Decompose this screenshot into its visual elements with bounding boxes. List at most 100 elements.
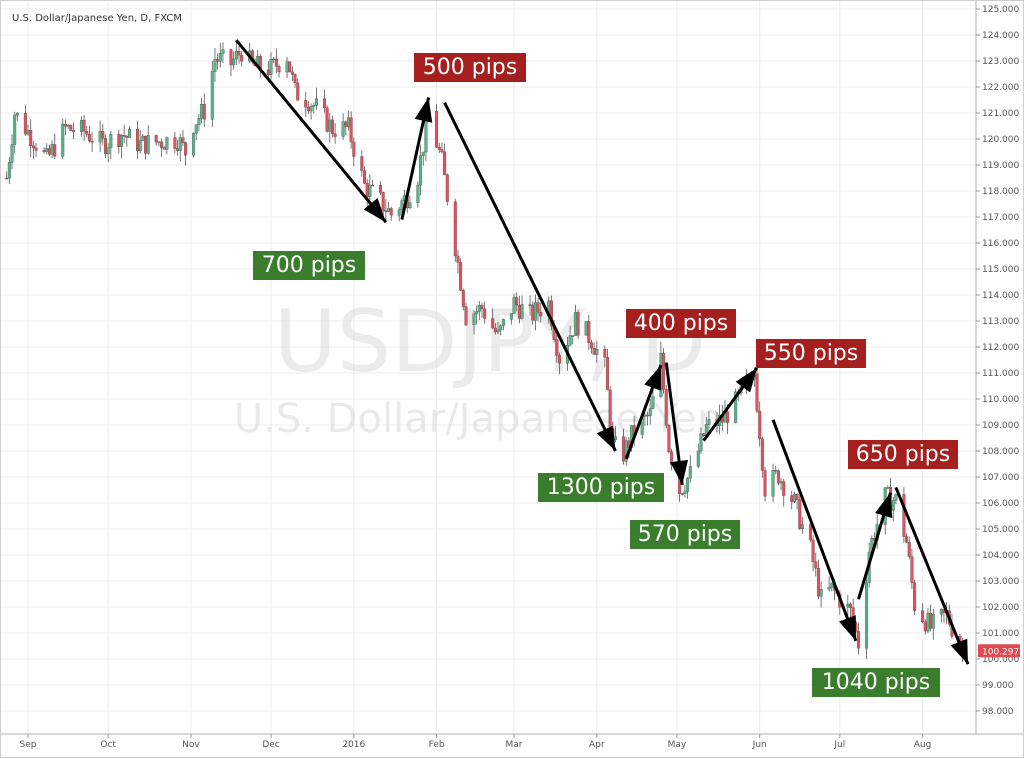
x-tick-label: Aug	[914, 740, 932, 750]
candle-body	[926, 612, 930, 632]
candle-body	[232, 58, 236, 66]
candle-body	[480, 305, 484, 310]
candle-body	[646, 414, 650, 417]
candle-body	[608, 389, 612, 429]
candle-body	[379, 184, 383, 193]
x-axis-ticks[interactable]: Sep Oct Nov Dec 2016 Feb Mar Apr May Jun Jul Aug	[20, 734, 932, 750]
candle-body	[365, 183, 369, 197]
candle-body	[443, 151, 447, 175]
candle-body	[854, 622, 858, 632]
x-tick-label: Apr	[589, 740, 605, 750]
candle-body	[782, 481, 786, 496]
candle-body	[501, 319, 505, 326]
y-tick-label: 113.000	[982, 317, 1019, 327]
candle-body	[122, 134, 126, 137]
current-price-tag-bg	[978, 644, 1020, 658]
y-tick-label: 100.000	[982, 655, 1019, 665]
candle-body	[344, 121, 348, 127]
grid	[0, 0, 976, 734]
candle-body	[184, 142, 188, 156]
candle-body	[910, 556, 914, 583]
candle-body	[886, 487, 890, 489]
candle-body	[894, 494, 898, 501]
candle-body	[464, 306, 468, 326]
candle-body	[10, 144, 14, 163]
candle-body	[643, 414, 647, 417]
candle-body	[453, 201, 457, 257]
y-tick-label: 99.000	[982, 681, 1014, 691]
y-tick-label: 125.000	[982, 5, 1019, 15]
candle-body	[346, 117, 350, 127]
y-axis-ticks[interactable]: 98.000 99.000 100.000 101.000 102.000 103.000…	[976, 5, 1019, 717]
candle-body	[774, 470, 778, 472]
candle-body	[216, 59, 220, 62]
candle-body	[144, 135, 148, 154]
pips-label-bg	[538, 473, 664, 502]
candle-body	[325, 107, 329, 132]
candle-body	[7, 162, 11, 179]
candle-body	[296, 82, 300, 101]
candle-body	[173, 137, 177, 149]
candle-body	[50, 144, 54, 155]
candle-body	[352, 141, 356, 157]
candle-body	[670, 451, 674, 465]
candle-body	[119, 134, 123, 148]
candle-body	[440, 149, 444, 153]
candle-body	[680, 493, 684, 495]
candle-body	[531, 304, 535, 321]
candle-body	[285, 61, 289, 73]
candle-body	[66, 125, 70, 127]
y-tick-label: 107.000	[982, 473, 1019, 483]
candle-body	[571, 335, 575, 337]
candle-body	[194, 124, 198, 134]
candle-body	[555, 339, 559, 356]
candle-body	[61, 123, 65, 157]
candle-body	[763, 470, 767, 497]
pips-label: 700 pips	[262, 253, 357, 278]
candle-body	[154, 135, 158, 143]
candle-body	[384, 210, 388, 212]
candle-body	[792, 494, 796, 502]
candle-body	[424, 116, 428, 153]
candle-body	[162, 147, 166, 150]
pips-label-bg	[756, 339, 866, 368]
watermark-name: U.S. Dollar/Japanese Yen	[234, 396, 722, 442]
candle-body	[758, 410, 762, 439]
candle-body	[312, 105, 316, 107]
y-tick-label: 116.000	[982, 239, 1019, 249]
y-tick-label: 109.000	[982, 421, 1019, 431]
candle-body	[42, 150, 46, 152]
candle-body	[483, 308, 487, 319]
trend-arrow	[624, 364, 663, 460]
candle-body	[23, 112, 27, 135]
candle-body	[592, 347, 596, 355]
candle-body	[69, 125, 73, 131]
candle-body	[160, 141, 164, 148]
candle-body	[445, 174, 449, 202]
y-tick-label: 124.000	[982, 31, 1019, 41]
candle-body	[686, 477, 690, 492]
y-tick-label: 103.000	[982, 577, 1019, 587]
candle-body	[266, 69, 270, 75]
x-tick-label: Oct	[100, 740, 116, 750]
y-tick-label: 119.000	[982, 161, 1019, 171]
candle-body	[477, 305, 481, 312]
candle-body	[293, 74, 297, 84]
candle-body	[509, 313, 513, 320]
candle-body	[85, 131, 89, 135]
candle-body	[101, 131, 105, 139]
candle-body	[90, 140, 94, 143]
candle-body	[98, 131, 102, 143]
candle-body	[605, 357, 609, 391]
x-tick-label: Feb	[429, 740, 445, 750]
pips-label-bg	[253, 251, 365, 280]
x-tick-label: Jul	[833, 740, 845, 750]
candle-body	[891, 500, 895, 511]
candle-body	[213, 59, 217, 72]
pips-label: 550 pips	[764, 341, 859, 366]
candle-body	[290, 71, 294, 75]
pips-label: 1040 pips	[822, 670, 931, 695]
candle-body	[157, 141, 161, 144]
